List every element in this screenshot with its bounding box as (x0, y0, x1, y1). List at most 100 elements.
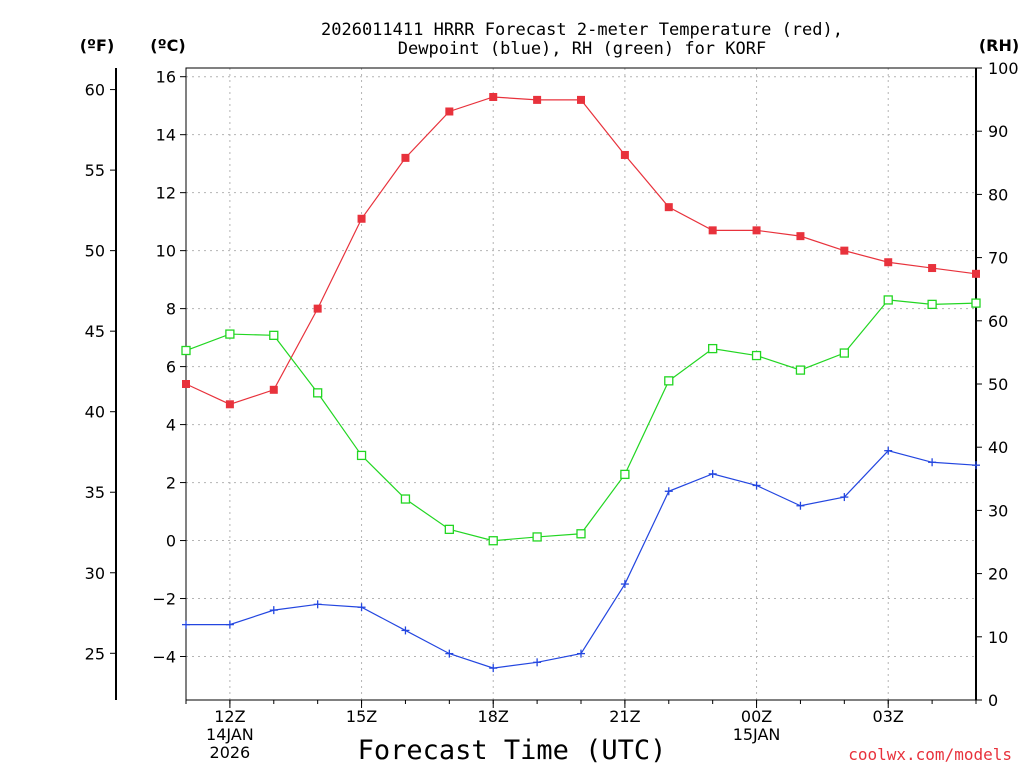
rh-point (795, 365, 806, 375)
celsius-tick-label: 2 (166, 474, 176, 493)
rh-point (444, 524, 454, 535)
dewpoint-point (884, 446, 893, 455)
rh-point (664, 376, 674, 386)
temperature-point (708, 226, 717, 235)
celsius-unit-label: (ºC) (150, 36, 185, 55)
rh-tick-label: 30 (988, 501, 1008, 520)
credit-link[interactable]: coolwx.com/models (848, 745, 1012, 764)
rh-point (181, 345, 191, 356)
x-tick-label: 21Z (609, 707, 640, 726)
rh-point (839, 348, 849, 358)
dewpoint-point (225, 620, 234, 629)
temperature-point (752, 226, 761, 235)
celsius-tick-label: 12 (156, 184, 176, 203)
dewpoint-point (533, 658, 542, 667)
temperature-point (620, 150, 629, 159)
rh-point (532, 532, 542, 542)
celsius-tick-label: −2 (152, 590, 176, 609)
fahrenheit-tick-label: 50 (85, 242, 105, 261)
grid-lines (186, 68, 976, 700)
temperature-point (840, 246, 849, 255)
fahrenheit-tick-label: 60 (85, 81, 105, 100)
dewpoint-point (401, 626, 410, 635)
temperature-point (489, 92, 498, 101)
celsius-tick-label: 0 (166, 532, 176, 551)
x-tick-label: 14JAN (206, 725, 254, 744)
celsius-tick-label: 16 (156, 68, 176, 87)
dewpoint-point (972, 461, 980, 470)
rh-tick-label: 10 (988, 628, 1008, 647)
rh-point (751, 350, 762, 361)
rh-point (576, 529, 586, 539)
x-tick-label: 15Z (346, 707, 377, 726)
rh-point (927, 299, 937, 310)
rh-line (185, 299, 977, 542)
dewpoint-point (664, 487, 673, 496)
x-tick-label: 2026 (210, 743, 251, 762)
dewpoint-point (708, 469, 717, 478)
dewpoint-point (269, 606, 278, 615)
rh-point (313, 388, 323, 398)
x-tick-label: 12Z (214, 707, 245, 726)
rh-point (400, 494, 411, 504)
dewpoint-point (445, 649, 454, 658)
rh-tick-label: 70 (988, 249, 1008, 268)
fahrenheit-tick-label: 45 (85, 322, 105, 341)
dewpoint-point (182, 620, 190, 629)
rh-tick-label: 90 (988, 122, 1008, 141)
celsius-tick-label: −4 (152, 648, 176, 667)
rh-series (181, 295, 981, 546)
dewpoint-point (313, 600, 322, 609)
temperature-point (664, 203, 673, 212)
rh-point (883, 295, 893, 305)
rh-tick-label: 100 (988, 59, 1019, 78)
fahrenheit-tick-label: 40 (85, 403, 105, 422)
temperature-point (577, 95, 585, 104)
temperature-point (928, 264, 937, 273)
dewpoint-series (182, 446, 980, 673)
plot-frame (185, 67, 977, 701)
celsius-tick-label: 14 (156, 126, 176, 145)
dewpoint-point (489, 664, 498, 673)
x-tick-label: 18Z (478, 707, 509, 726)
temperature-point (796, 232, 805, 241)
temperature-point (445, 107, 454, 116)
temperature-point (401, 153, 410, 162)
dewpoint-point (752, 481, 761, 490)
dewpoint-point (357, 603, 366, 612)
celsius-tick-label: 4 (166, 416, 176, 435)
x-axis-label: Forecast Time (UTC) (358, 735, 667, 766)
chart-title-line-2: Dewpoint (blue), RH (green) for KORF (398, 39, 766, 59)
rh-tick-label: 50 (988, 375, 1008, 394)
rh-point (269, 330, 279, 340)
rh-tick-label: 0 (988, 691, 998, 710)
rh-tick-label: 20 (988, 565, 1008, 584)
temperature-point (533, 95, 542, 104)
temperature-point (313, 304, 322, 313)
celsius-tick-label: 8 (166, 300, 176, 319)
temperature-point (972, 269, 980, 278)
temperature-line (185, 96, 977, 405)
fahrenheit-tick-label: 55 (85, 161, 105, 180)
rh-point (971, 298, 981, 308)
fahrenheit-tick-label: 30 (85, 564, 105, 583)
rh-point (620, 469, 630, 480)
fahrenheit-tick-label: 25 (85, 644, 105, 663)
temperature-point (357, 214, 366, 223)
temperature-point (225, 400, 234, 409)
rh-point (488, 536, 498, 546)
fahrenheit-unit-label: (ºF) (80, 36, 115, 55)
dewpoint-point (620, 580, 629, 589)
chart-title-line-1: 2026011411 HRRR Forecast 2-meter Tempera… (321, 20, 843, 40)
temperature-series (182, 92, 980, 409)
rh-point (356, 450, 367, 461)
data-series (181, 92, 981, 673)
temperature-point (182, 380, 190, 388)
dewpoint-point (796, 501, 805, 510)
rh-tick-label: 60 (988, 312, 1008, 331)
celsius-tick-label: 6 (166, 358, 176, 377)
dewpoint-point (928, 458, 937, 467)
x-tick-label: 00Z (741, 707, 772, 726)
temperature-point (269, 385, 278, 394)
